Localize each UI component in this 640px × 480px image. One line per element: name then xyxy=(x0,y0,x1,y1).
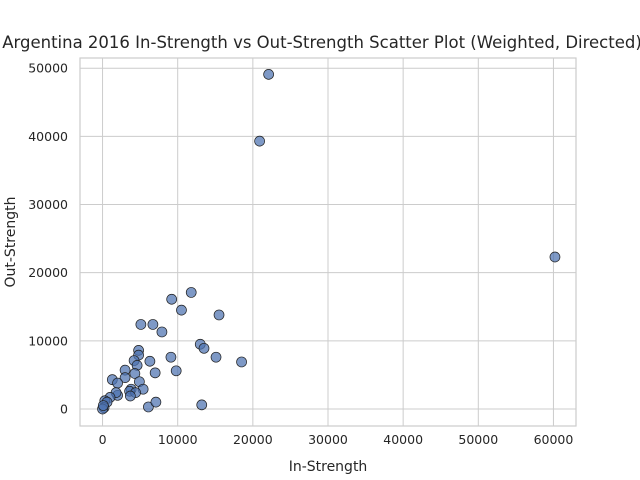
data-point xyxy=(213,309,225,321)
y-axis-label: Out-Strength xyxy=(3,197,19,288)
data-point xyxy=(236,356,247,368)
data-point xyxy=(549,251,561,263)
x-axis-label: In-Strength xyxy=(289,459,368,475)
ticks-layer: 0 10000 20000 30000 40000 50000 60000 0 10000 200… xyxy=(28,61,573,447)
x-tick-label: 60000 xyxy=(534,432,574,447)
data-point xyxy=(198,342,210,354)
y-tick-label: 40000 xyxy=(28,129,68,144)
y-tick-label: 50000 xyxy=(28,61,68,76)
data-point xyxy=(210,351,222,363)
data-point xyxy=(97,400,109,411)
data-point xyxy=(166,293,178,305)
chart-title: Argentina 2016 In-Strength vs Out-Streng… xyxy=(2,33,640,52)
data-point xyxy=(129,368,141,379)
data-point xyxy=(176,304,187,316)
data-point xyxy=(254,135,265,147)
points-layer xyxy=(97,69,561,415)
data-point xyxy=(263,69,274,80)
x-tick-label: 50000 xyxy=(458,432,498,447)
y-tick-label: 0 xyxy=(60,401,68,416)
data-point xyxy=(185,287,197,298)
data-point xyxy=(156,326,168,338)
data-point xyxy=(196,399,208,411)
x-tick-label: 10000 xyxy=(158,432,198,447)
y-tick-label: 20000 xyxy=(28,265,68,280)
data-point xyxy=(125,390,136,402)
x-tick-label: 0 xyxy=(99,432,107,447)
data-point xyxy=(112,377,123,389)
data-point xyxy=(150,396,162,408)
data-point xyxy=(165,351,177,363)
data-point xyxy=(170,365,182,377)
data-point xyxy=(144,355,156,367)
plot-frame xyxy=(79,57,577,427)
x-tick-label: 30000 xyxy=(308,432,348,447)
data-point xyxy=(147,319,159,330)
x-tick-label: 20000 xyxy=(233,432,273,447)
data-point xyxy=(149,367,161,379)
y-tick-label: 30000 xyxy=(28,197,68,212)
data-point xyxy=(135,319,147,330)
y-tick-label: 10000 xyxy=(28,333,68,348)
data-point xyxy=(143,401,154,413)
x-tick-label: 40000 xyxy=(383,432,423,447)
grid-layer xyxy=(80,58,576,426)
data-point xyxy=(119,372,131,383)
